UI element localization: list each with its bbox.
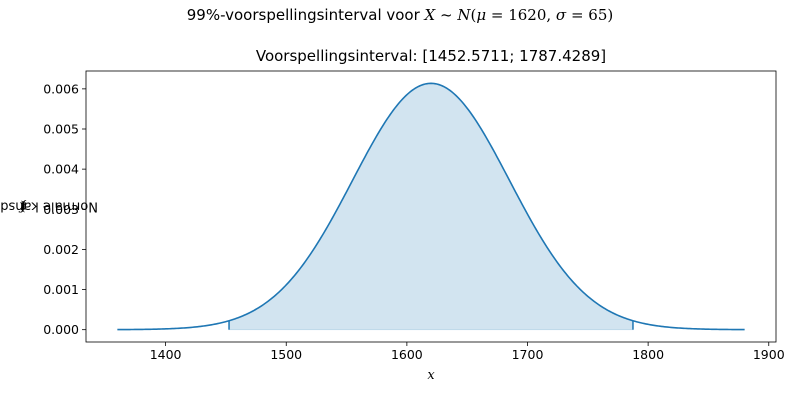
y-tick-label: 0.004 bbox=[43, 162, 79, 177]
x-axis-label: x bbox=[427, 368, 435, 383]
y-tick-label: 0.005 bbox=[43, 121, 79, 136]
y-tick-label: 0.001 bbox=[43, 282, 79, 297]
axes-frame bbox=[85, 70, 777, 343]
interval-area bbox=[228, 82, 634, 331]
y-tick-label: 0.002 bbox=[43, 242, 79, 257]
chart-title: Voorspellingsinterval: [1452.5711; 1787.… bbox=[255, 47, 607, 65]
chart-suptitle: 99%-voorspellingsinterval voor X ~ N(μ =… bbox=[186, 6, 614, 24]
x-tick-label: 1900 bbox=[753, 347, 785, 362]
x-tick-label: 1800 bbox=[632, 347, 664, 362]
x-tick-label: 1600 bbox=[391, 347, 423, 362]
axes: 1400 1500 1600 1700 1800 1900 0.000 0.001 0.002 0… bbox=[43, 70, 785, 362]
plot-area bbox=[117, 82, 745, 331]
y-tick-label: 0.003 bbox=[43, 202, 79, 217]
x-tick-label: 1400 bbox=[150, 347, 182, 362]
x-tick-label: 1500 bbox=[270, 347, 302, 362]
x-tick-label: 1700 bbox=[512, 347, 544, 362]
density-curve bbox=[117, 82, 745, 331]
y-tick-label: 0.000 bbox=[43, 322, 79, 337]
y-tick-label: 0.006 bbox=[43, 81, 79, 96]
